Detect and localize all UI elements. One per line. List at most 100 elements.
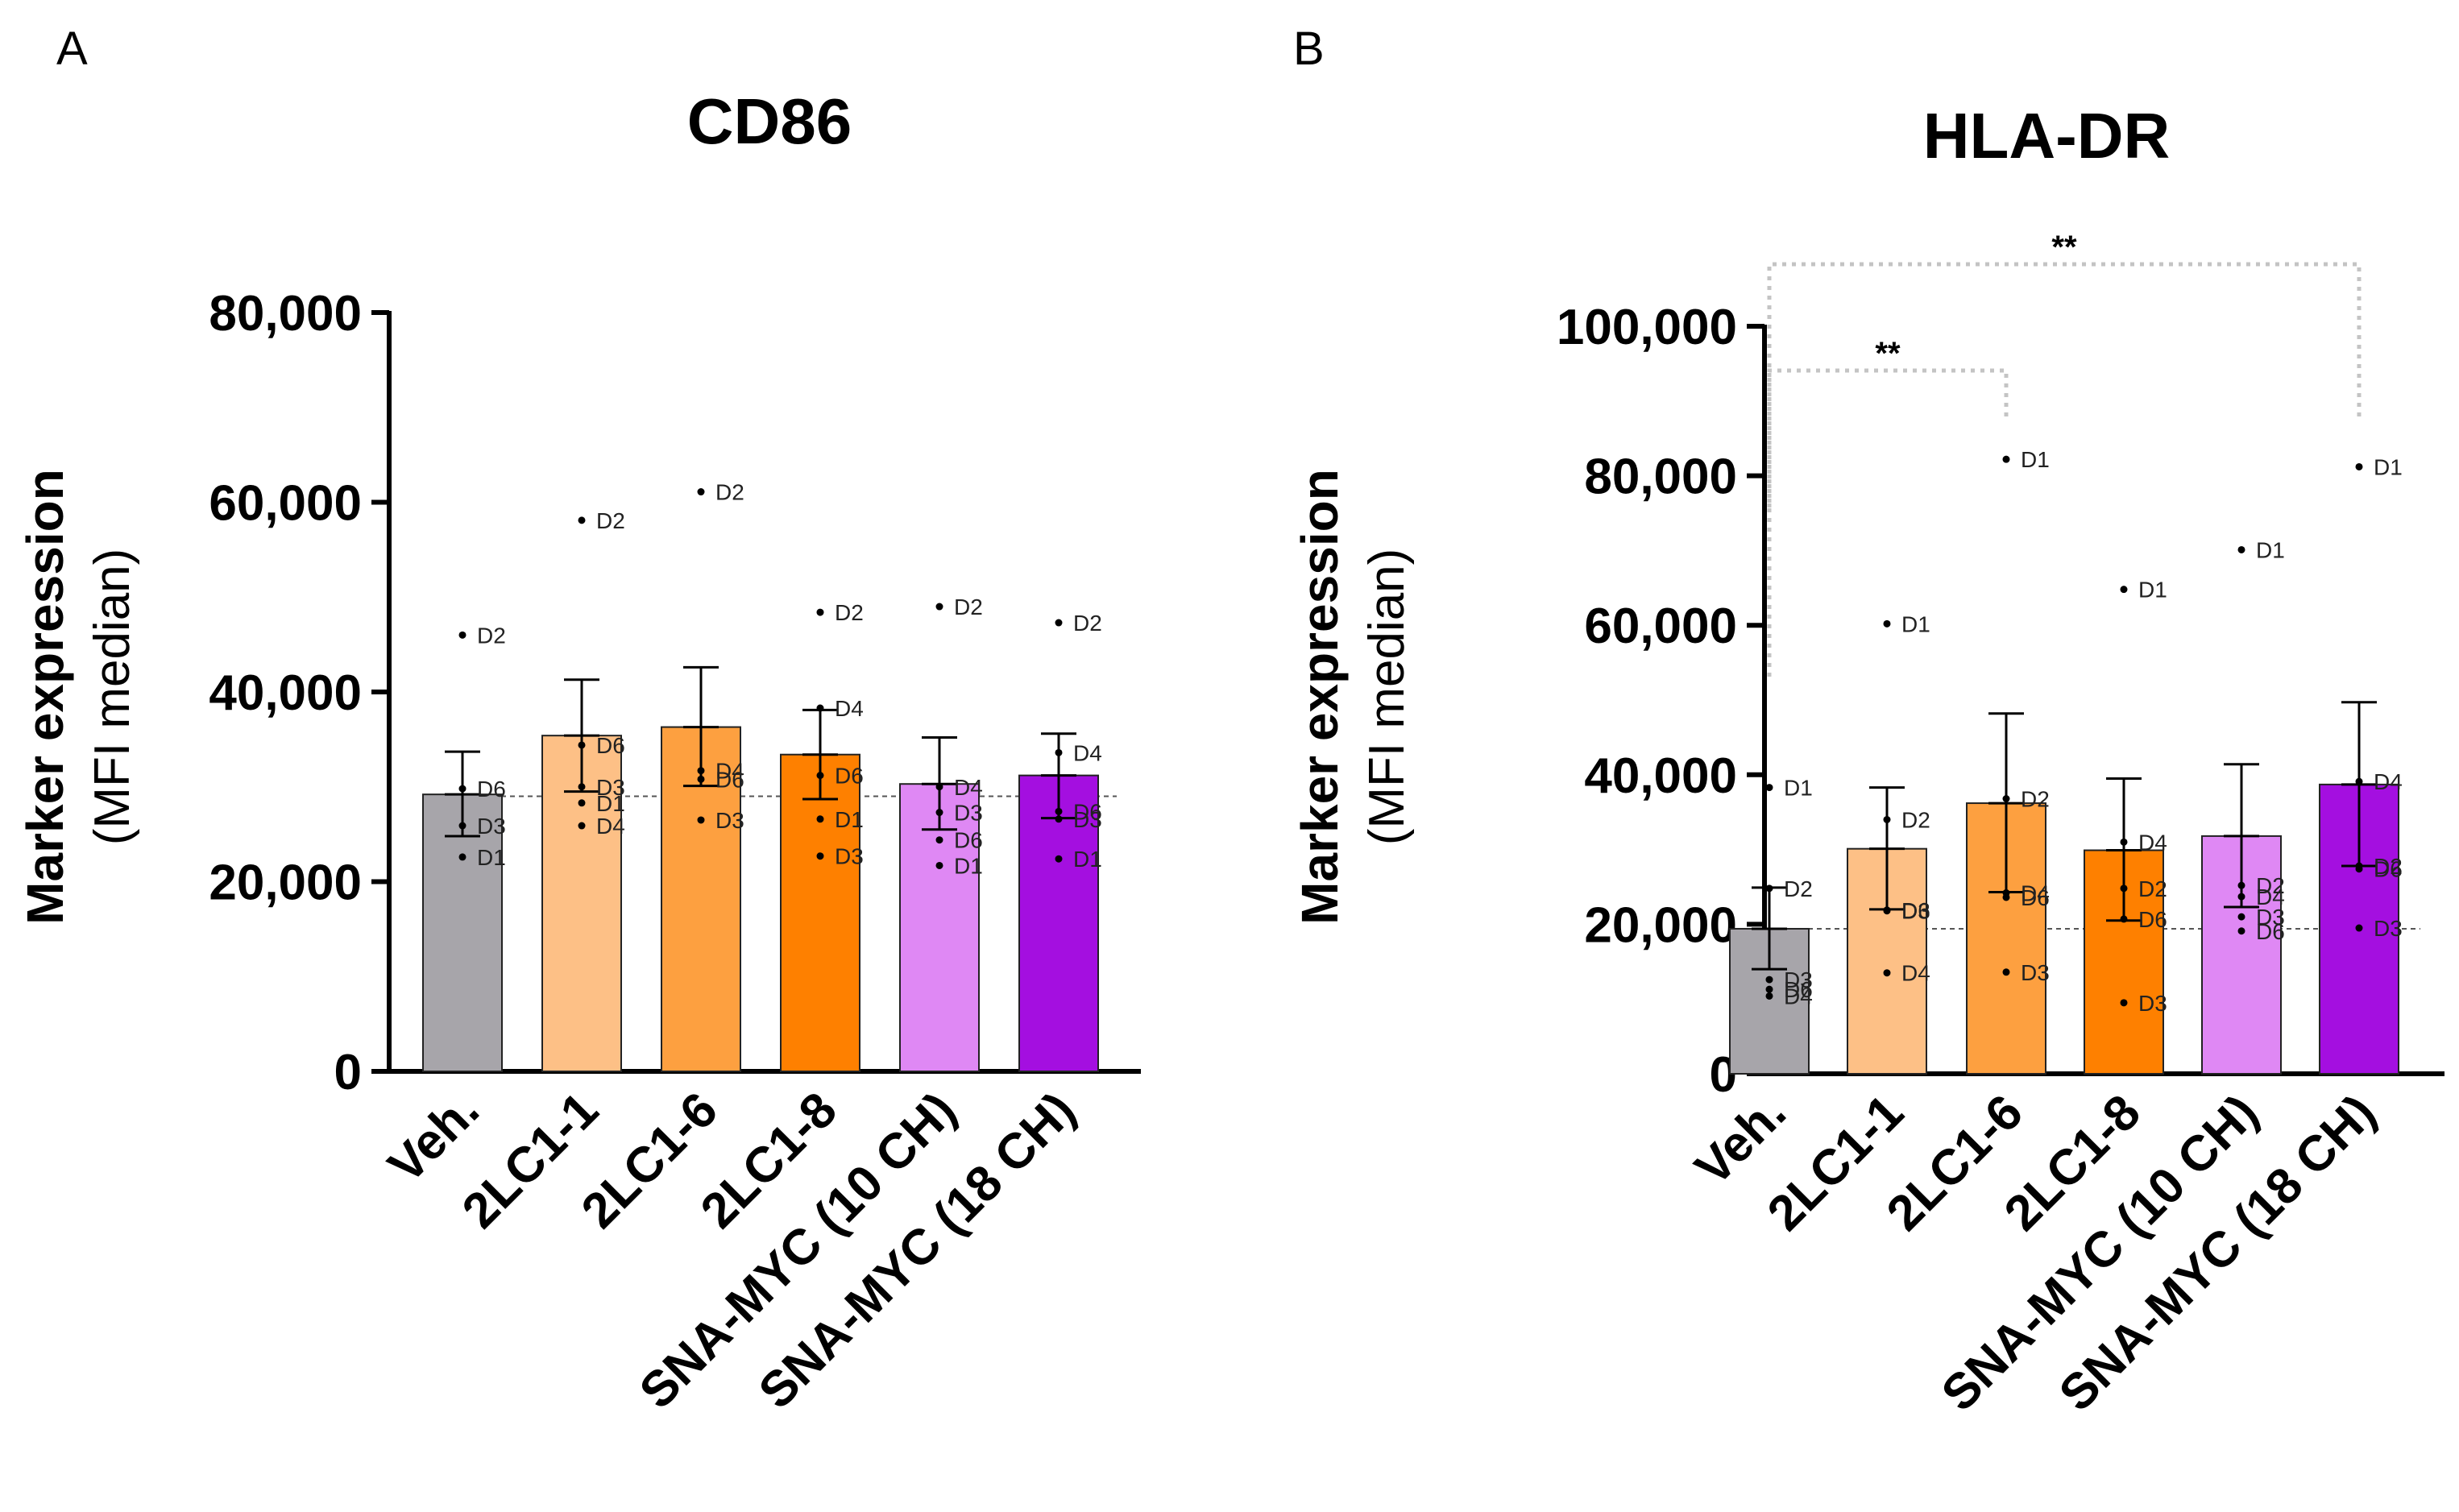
panel-b-data-point-label: D2 (1784, 876, 1813, 901)
panel-a-data-point (935, 783, 943, 791)
panel-b-data-point-label: D2 (2021, 786, 2050, 811)
panel-b-data-point-label: D2 (2138, 876, 2167, 901)
panel-a-data-point (816, 772, 824, 780)
panel-b-significance-bracket (1767, 368, 2009, 507)
panel-a-data-point (816, 704, 824, 712)
panel-b-data-point-label: D1 (1784, 776, 1813, 801)
panel-a-ylabel: Marker expression (16, 469, 74, 925)
panel-a-data-point-label: D3 (954, 801, 983, 826)
panel-b-data-point (1883, 907, 1891, 915)
panel-a-data-point-label: D3 (1073, 807, 1102, 832)
panel-a-bar (780, 753, 860, 1073)
panel-b-title: HLA-DR (1923, 100, 2171, 172)
panel-a-data-point-label: D1 (835, 807, 864, 832)
panel-a-data-point (458, 853, 467, 861)
panel-a-data-point (816, 852, 824, 860)
panel-b-ylabel-sub: (MFI median) (1359, 549, 1415, 846)
panel-b-data-point-label: D2 (1901, 807, 1930, 832)
panel-a-data-point (578, 741, 586, 749)
panel-b-data-point (2120, 915, 2128, 923)
panel-b-data-point (2120, 999, 2128, 1007)
panel-b-data-point-label: D2 (2374, 854, 2403, 879)
panel-b-marks: D1D2D3D6D4D1D2D6D3D4D1D2D4D6D3D1D4D2D6D3… (1729, 230, 2420, 1075)
panel-a-bar (1018, 774, 1099, 1072)
panel-a-data-point (697, 767, 705, 775)
panel-a-label: A (56, 23, 88, 75)
panel-a-data-point (458, 822, 467, 830)
panel-a-data-point-label: D1 (477, 845, 506, 870)
panel-a-data-point-label: D6 (1073, 799, 1102, 824)
panel-a-data-point (935, 809, 943, 817)
panel-b-data-point-label: D3 (2021, 960, 2050, 985)
panel-b-data-point (1765, 884, 1773, 893)
panel-b-data-point (2002, 893, 2010, 901)
panel-b-ytick-label: 20,000 (1584, 897, 1737, 953)
panel-b-data-point-label: D3 (1901, 899, 1930, 924)
panel-a-data-point-label: D2 (596, 508, 625, 533)
panel-b-data-point (2355, 924, 2363, 932)
panel-b-data-point-label: D4 (2256, 884, 2285, 909)
panel-a-data-point (1055, 807, 1063, 815)
panel-a-data-point (458, 785, 467, 793)
panel-b-data-point-label: D4 (2138, 830, 2167, 855)
panel-a-data-point (458, 631, 467, 639)
panel-b-data-point (2237, 881, 2245, 889)
panel-b-ytick-label: 60,000 (1584, 599, 1737, 654)
panel-a-data-point-label: D1 (1073, 847, 1102, 872)
panel-a-category-label: Veh. (378, 1082, 490, 1194)
panel-a-data-point (935, 861, 943, 869)
panel-b-data-point (2237, 913, 2245, 921)
panel-b-data-point-label: D4 (1901, 961, 1930, 986)
panel-b-data-point-label: D1 (2138, 578, 2167, 603)
panel-a-data-point-label: D6 (954, 828, 983, 853)
panel-b-data-point (2002, 455, 2010, 463)
panel-a-data-point (578, 822, 586, 830)
panel-b-data-point-label: D3 (1784, 967, 1813, 992)
panel-b-ytick-label: 80,000 (1584, 449, 1737, 505)
panel-a-category-label: 2LC1-1 (452, 1082, 609, 1239)
panel-a-data-point (816, 608, 824, 616)
panel-a-data-point-label: D6 (477, 777, 506, 802)
panel-b-data-point-label: D2 (2256, 873, 2285, 898)
panel-b-data-point-label: D6 (2374, 857, 2403, 882)
panel-b-label: B (1293, 23, 1325, 75)
panel-a-data-point (578, 799, 586, 807)
panel-b-data-point (1883, 619, 1891, 628)
panel-a-ytick-label: 40,000 (209, 665, 362, 721)
panel-b-significance-label: ** (2051, 230, 2077, 265)
panel-b-data-point (2237, 545, 2245, 553)
panel-a-data-point-label: D1 (954, 853, 983, 878)
panel-a-ytick-label: 80,000 (209, 286, 362, 342)
panel-b-data-point (2237, 893, 2245, 901)
panel-b-data-point (2120, 586, 2128, 594)
panel-a-data-point-label: D4 (596, 814, 625, 839)
panel-b-data-point-label: D1 (2374, 454, 2403, 479)
panel-a-data-point (1055, 815, 1063, 823)
panel-b-data-point-label: D6 (2021, 885, 2050, 910)
panel-a-data-point-label: D3 (477, 814, 506, 839)
panel-a-data-point (816, 815, 824, 823)
panel-a-data-point-label: D6 (715, 767, 744, 792)
panel-a-data-point-label: D3 (596, 775, 625, 800)
panel-b-data-point-label: D1 (1901, 611, 1930, 636)
panel-b-data-point (1765, 992, 1773, 1000)
panel-a-data-point (1055, 855, 1063, 863)
panel-a-data-point-label: D2 (835, 600, 864, 625)
panel-b-data-point-label: D1 (2256, 537, 2285, 562)
panel-b-data-point (1765, 985, 1773, 993)
panel-a-yaxis-ticks: 0 20,000 40,000 60,000 80,000 (209, 286, 1141, 1100)
panel-a-data-point (578, 783, 586, 791)
panel-b-ytick-label: 100,000 (1557, 300, 1737, 355)
panel-b-data-point-label: D6 (1901, 898, 1930, 923)
panel-b-data-point-label: D3 (2256, 905, 2285, 930)
panel-b-data-point (1765, 784, 1773, 792)
panel-a-data-point-label: D2 (715, 480, 744, 505)
panel-a-data-point (697, 488, 705, 496)
panel-a-data-point-label: D3 (715, 808, 744, 833)
panel-a-ytick-label: 20,000 (209, 855, 362, 911)
panel-b-significance-label: ** (1875, 336, 1901, 371)
panel-b-data-point (1765, 976, 1773, 984)
